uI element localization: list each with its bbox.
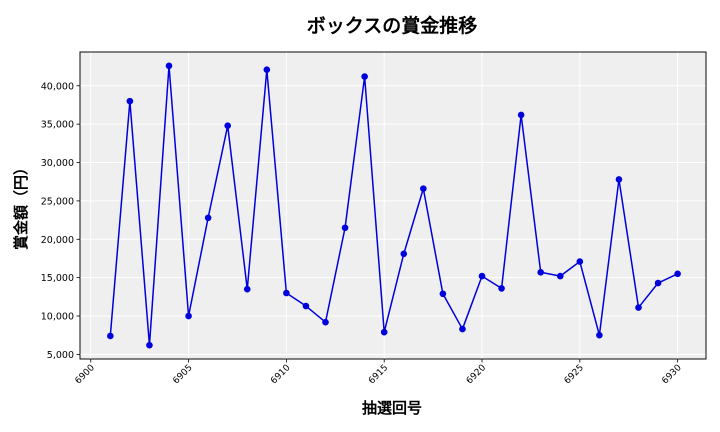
x-tick-label: 6930 <box>660 363 683 386</box>
data-point <box>576 258 584 265</box>
plot-border <box>79 51 707 360</box>
data-point <box>302 302 310 310</box>
x-tick-label: 6925 <box>563 363 586 386</box>
data-point <box>439 290 447 298</box>
data-point <box>322 318 329 326</box>
data-point <box>341 224 349 232</box>
data-point <box>107 332 114 340</box>
x-axis-label: 抽選回号 <box>362 399 422 417</box>
data-point <box>596 331 603 339</box>
data-point <box>615 176 623 183</box>
data-point <box>498 285 505 292</box>
data-point <box>654 279 662 287</box>
data-point <box>165 62 173 70</box>
data-point <box>185 312 192 320</box>
data-point <box>224 122 231 129</box>
y-tick-label: 30,000 <box>41 158 74 169</box>
series-group <box>107 62 681 349</box>
data-point <box>517 111 525 119</box>
chart-title: ボックスの賞金推移 <box>307 14 477 37</box>
data-point <box>146 341 153 349</box>
y-tick-label: 15,000 <box>41 273 74 284</box>
data-point <box>556 272 564 280</box>
data-point <box>263 66 271 73</box>
data-point <box>635 304 642 311</box>
y-axis-label: 賞金額（円） <box>12 160 30 250</box>
data-point <box>204 214 212 222</box>
data-point <box>283 289 290 297</box>
x-tick-label: 6915 <box>367 363 390 386</box>
data-point <box>126 97 134 105</box>
y-tick-label: 5,000 <box>47 350 74 361</box>
data-point <box>537 268 544 276</box>
data-point <box>243 285 251 293</box>
data-point <box>674 270 681 278</box>
data-point <box>361 73 368 80</box>
data-point <box>459 325 466 333</box>
series-line <box>109 65 678 346</box>
y-axis-ticks: 5,000 10,000 15,000 20,000 25,000 30,000 35,00… <box>41 81 80 361</box>
y-tick-label: 35,000 <box>41 120 74 131</box>
plot-area <box>79 51 707 360</box>
x-tick-label: 6905 <box>171 363 194 386</box>
x-axis-ticks: 6900 6905 6910 6915 6920 6925 6930 <box>74 359 684 386</box>
data-point <box>380 328 388 336</box>
x-tick-label: 6910 <box>269 363 292 386</box>
y-tick-label: 25,000 <box>41 196 74 207</box>
y-tick-label: 10,000 <box>41 312 74 323</box>
data-point <box>420 185 427 192</box>
y-tick-label: 40,000 <box>41 81 74 92</box>
y-tick-label: 20,000 <box>41 235 74 246</box>
x-tick-label: 6920 <box>465 363 488 386</box>
data-point <box>400 250 408 258</box>
y-gridlines <box>80 85 706 355</box>
x-tick-label: 6900 <box>74 363 97 386</box>
data-point <box>478 272 486 280</box>
